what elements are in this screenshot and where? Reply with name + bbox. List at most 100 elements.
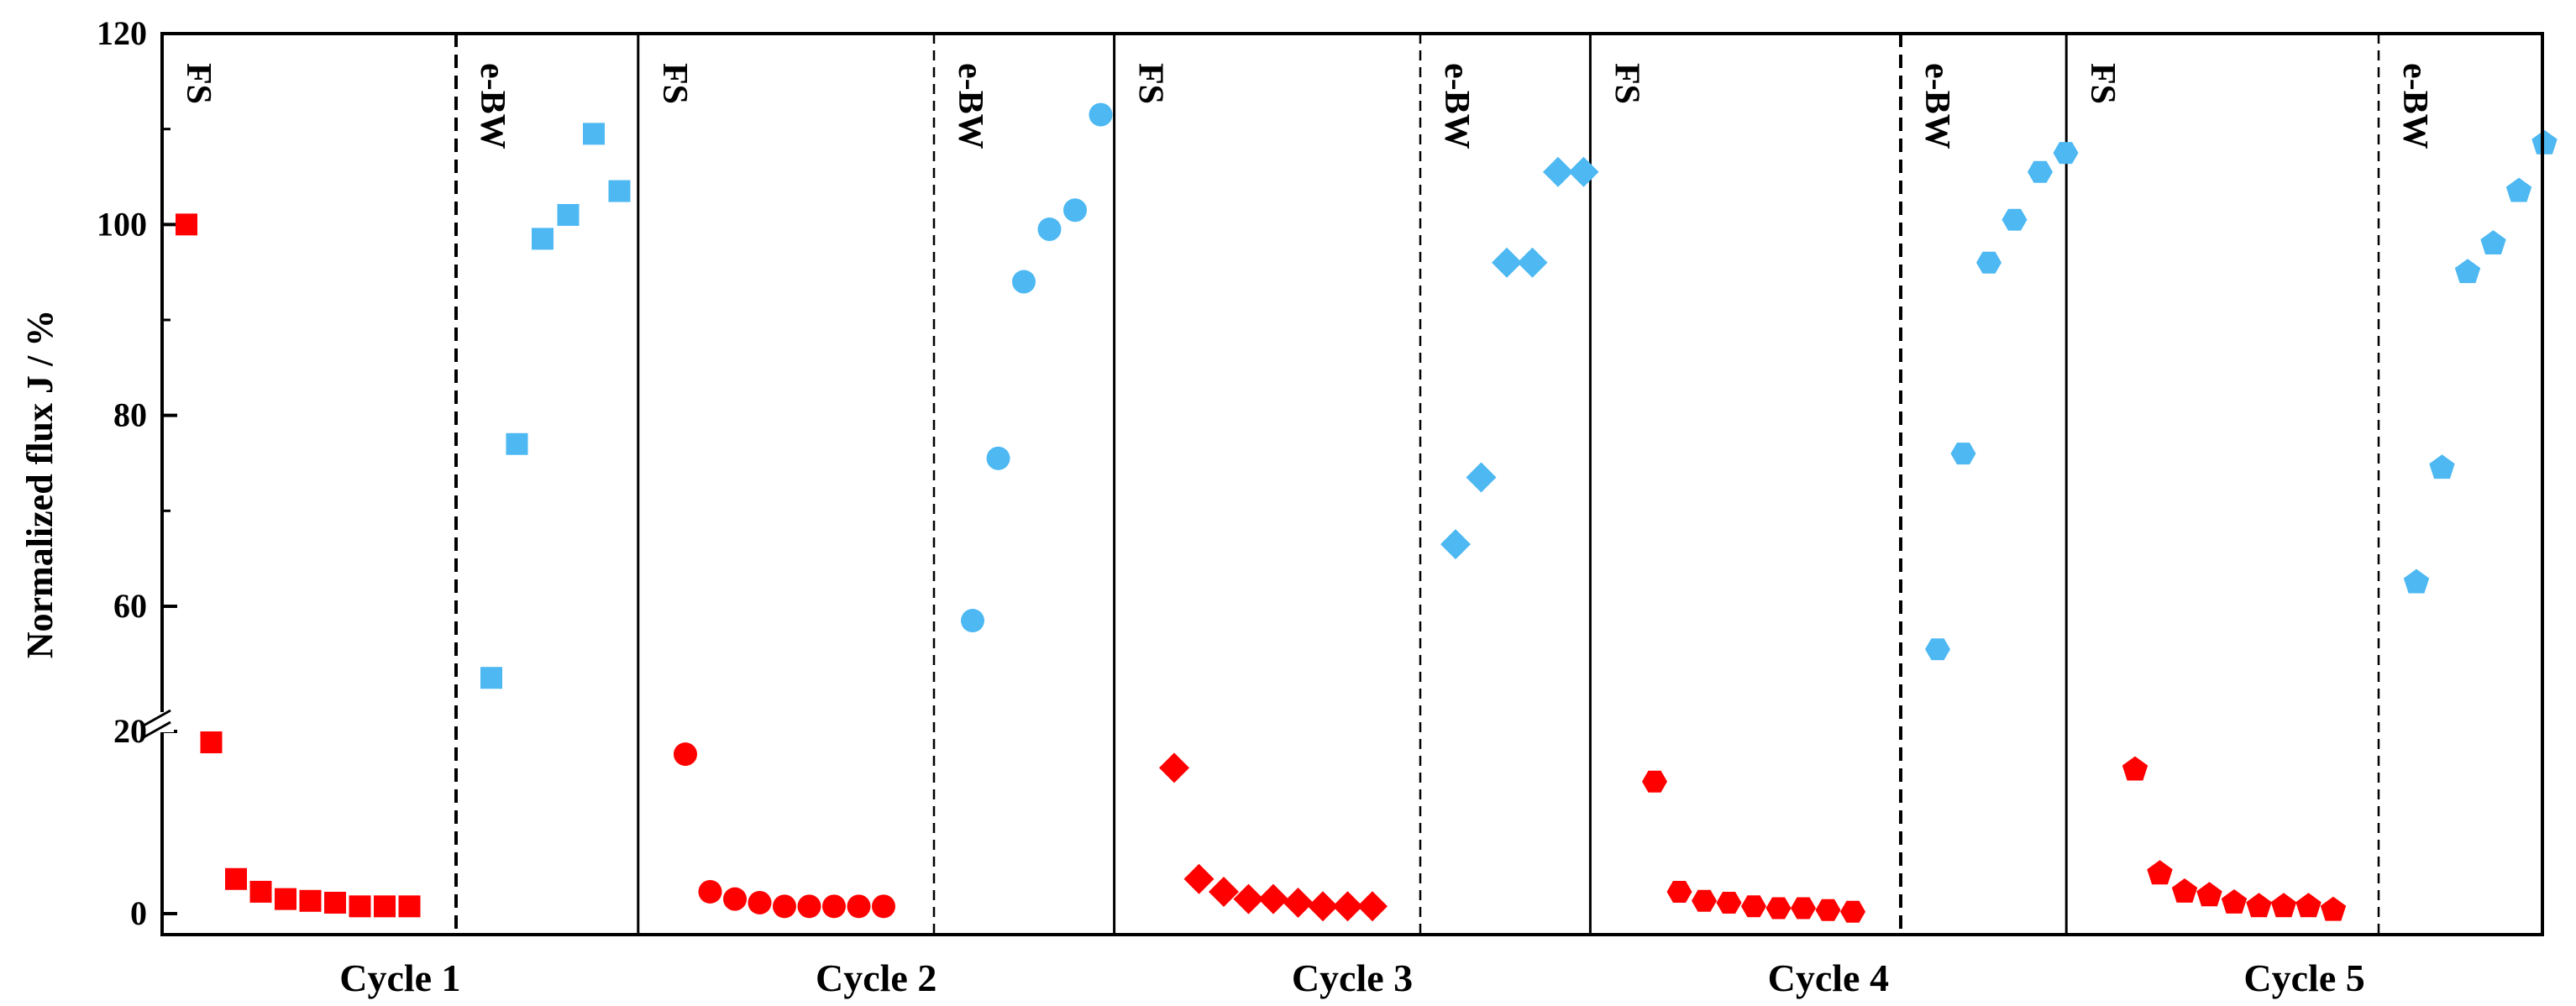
ebw-point: [1976, 251, 2002, 274]
fs-point: [2147, 860, 2173, 885]
ebw-point: [1950, 443, 1976, 465]
y-tick-label: 120: [97, 14, 147, 52]
axis-break-mark: [143, 720, 171, 739]
ebw-point: [557, 203, 580, 226]
fs-point: [723, 887, 747, 911]
fs-point: [2171, 878, 2198, 903]
fs-point: [2221, 889, 2248, 914]
ebw-point: [1543, 156, 1573, 187]
fs-point: [1332, 891, 1363, 922]
fs-point: [2246, 893, 2272, 918]
fs-point: [1209, 877, 1239, 907]
fs-point: [398, 895, 421, 918]
fs-point: [299, 889, 322, 912]
cycle-label: Cycle 5: [2243, 956, 2364, 999]
fs-label: FS: [2083, 63, 2122, 104]
fs-point: [1791, 897, 1816, 920]
y-tick-label: 80: [113, 396, 147, 434]
ebw-point: [2454, 259, 2481, 284]
fs-point: [748, 890, 772, 914]
ebw-point: [608, 180, 631, 202]
y-axis-ticks: 0 20 60 80 100 120: [97, 14, 177, 932]
fs-point: [2295, 893, 2322, 918]
fs-point: [872, 894, 895, 919]
ebw-label: e-BW: [2395, 63, 2434, 149]
fs-point: [674, 742, 697, 767]
ebw-point: [961, 609, 984, 633]
y-tick-label: 60: [113, 587, 147, 625]
fs-point: [1283, 888, 1314, 918]
axis-break-mark: [143, 709, 171, 727]
cycle-label: Cycle 3: [1292, 956, 1413, 999]
cycle-label: Cycle 1: [339, 956, 460, 999]
ebw-point: [532, 228, 553, 250]
y-axis-break: [143, 709, 174, 739]
y-tick-label: 0: [130, 894, 147, 932]
fs-point: [176, 213, 197, 236]
fs-point: [275, 888, 296, 910]
ebw-point: [1925, 638, 1950, 661]
fs-point: [2122, 756, 2148, 781]
fs-label: FS: [179, 63, 218, 104]
ebw-point: [1568, 156, 1599, 187]
ebw-point: [2002, 208, 2028, 231]
cycle-label: Cycle 4: [1768, 956, 1889, 999]
fs-label: FS: [655, 63, 694, 104]
data-points: [176, 102, 2558, 923]
fs-point: [847, 894, 871, 919]
fs-point: [1692, 889, 1717, 912]
fs-point: [797, 894, 821, 919]
fs-label: FS: [1607, 63, 1645, 104]
fs-label: FS: [1131, 63, 1170, 104]
fs-point: [1233, 883, 1264, 914]
fs-point: [1765, 897, 1792, 920]
fs-point: [1741, 895, 1766, 918]
ebw-point: [583, 123, 605, 145]
fs-point: [1308, 891, 1338, 922]
ebw-point: [2053, 142, 2079, 165]
section-labels: FS e-BW Cycle 1 FS e-BW Cycle 2 FS e-BW Cycle 3 F…: [179, 63, 2434, 999]
fs-point: [2196, 882, 2222, 907]
fs-point: [1815, 899, 1841, 921]
ebw-point: [2028, 160, 2053, 183]
ebw-point: [1492, 247, 1522, 278]
fs-point: [225, 867, 247, 890]
ebw-point: [2429, 454, 2455, 479]
ebw-point: [1089, 102, 1113, 127]
ebw-point: [986, 446, 1010, 470]
ebw-point: [2531, 129, 2558, 155]
fs-point: [1258, 883, 1288, 914]
ebw-point: [1466, 462, 1497, 493]
fs-point: [1357, 891, 1388, 922]
fs-point: [324, 891, 346, 914]
y-axis-title: Normalized flux J / %: [19, 310, 60, 659]
ebw-point: [506, 432, 528, 455]
fs-point: [1183, 863, 1215, 894]
fs-point: [349, 895, 371, 918]
ebw-point: [1517, 247, 1548, 278]
fs-point: [2320, 896, 2347, 921]
ebw-label: e-BW: [473, 63, 512, 149]
ebw-point: [2403, 568, 2430, 594]
ebw-point: [1037, 217, 1062, 242]
fs-point: [374, 895, 396, 918]
ebw-point: [2505, 177, 2532, 202]
fs-point: [1716, 892, 1742, 914]
fs-point: [773, 894, 796, 919]
ebw-point: [1012, 270, 1036, 294]
ebw-point: [480, 667, 502, 689]
fs-point: [1840, 900, 1865, 923]
ebw-point: [1063, 198, 1087, 223]
ebw-point: [1440, 529, 1471, 560]
ebw-label: e-BW: [951, 63, 989, 149]
ebw-label: e-BW: [1437, 63, 1476, 149]
plot-frame: [160, 32, 2544, 936]
fs-point: [249, 880, 272, 903]
panel-dividers: [454, 34, 2380, 935]
y-tick-label: 20: [113, 712, 147, 750]
fs-point: [1159, 752, 1189, 783]
y-tick-label: 100: [97, 205, 147, 243]
fs-point: [1666, 881, 1692, 903]
